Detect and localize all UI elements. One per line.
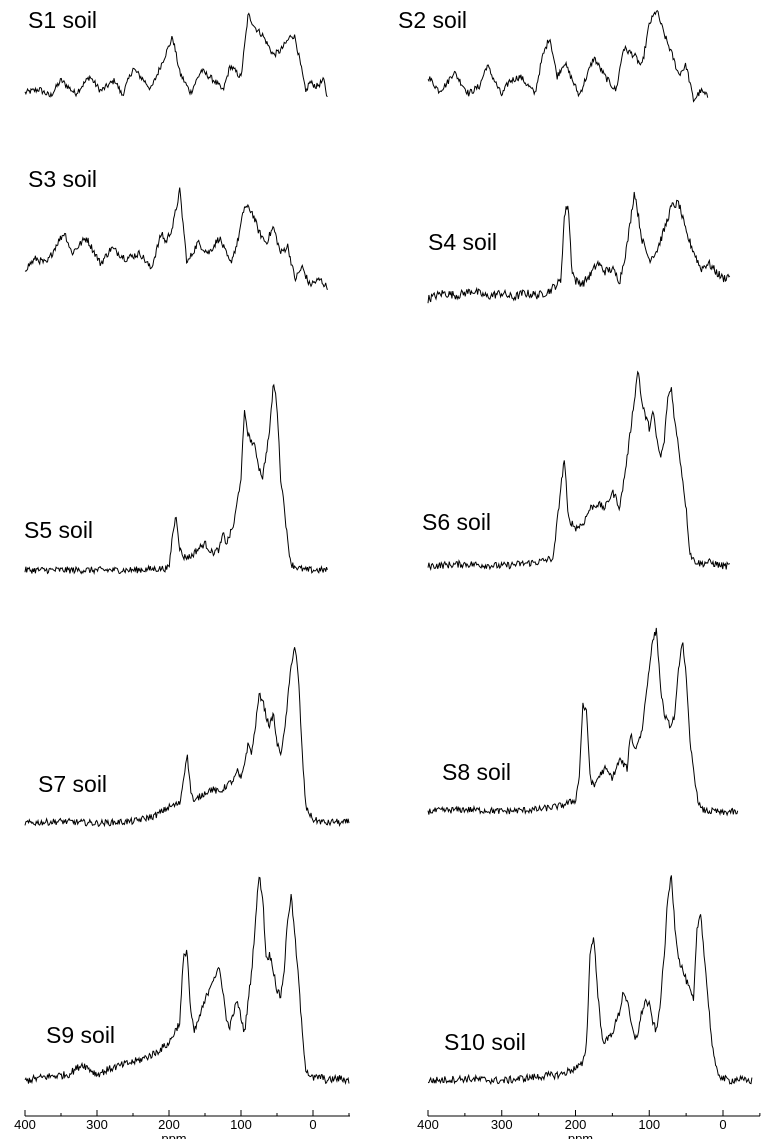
spectrum-trace xyxy=(427,370,731,572)
spectrum-7: S7 soil xyxy=(24,647,350,828)
x-axis-title: ppm xyxy=(161,1131,186,1139)
spectrum-3: S3 soil xyxy=(24,166,328,291)
spectrum-label: S6 soil xyxy=(422,509,491,535)
spectrum-5: S5 soil xyxy=(24,383,328,575)
spectrum-trace xyxy=(24,187,328,291)
spectrum-trace xyxy=(24,876,350,1085)
spectrum-label: S1 soil xyxy=(28,7,97,33)
spectra-panels: S1 soil S2 soil S3 soil S4 soil S5 soil S6 so… xyxy=(24,7,753,1086)
spectrum-9: S9 soil xyxy=(24,876,350,1085)
spectrum-trace xyxy=(427,191,731,304)
spectrum-label: S3 soil xyxy=(28,166,97,192)
spectrum-trace xyxy=(427,9,709,103)
spectrum-trace xyxy=(427,627,739,817)
x-axis-title: ppm xyxy=(568,1131,593,1139)
spectrum-label: S7 soil xyxy=(38,771,107,797)
spectrum-trace xyxy=(427,875,753,1086)
spectrum-label: S9 soil xyxy=(46,1022,115,1048)
spectrum-1: S1 soil xyxy=(24,7,328,98)
x-tick-label: 200 xyxy=(158,1117,180,1132)
spectrum-8: S8 soil xyxy=(427,627,739,817)
spectrum-label: S2 soil xyxy=(398,7,467,33)
x-tick-label: 400 xyxy=(417,1117,439,1132)
x-tick-label: 100 xyxy=(230,1117,252,1132)
spectrum-6: S6 soil xyxy=(422,370,731,572)
spectrum-trace xyxy=(24,383,328,575)
spectrum-trace xyxy=(24,12,328,98)
x-tick-label: 0 xyxy=(719,1117,726,1132)
spectrum-10: S10 soil xyxy=(427,875,753,1086)
x-tick-label: 100 xyxy=(638,1117,660,1132)
spectrum-label: S4 soil xyxy=(428,229,497,255)
x-tick-label: 300 xyxy=(491,1117,513,1132)
spectrum-label: S5 soil xyxy=(24,517,93,543)
spectrum-label: S8 soil xyxy=(442,759,511,785)
spectrum-label: S10 soil xyxy=(444,1029,526,1055)
spectrum-2: S2 soil xyxy=(398,7,709,103)
x-tick-label: 400 xyxy=(14,1117,36,1132)
x-tick-label: 0 xyxy=(309,1117,316,1132)
spectrum-4: S4 soil xyxy=(427,191,731,304)
x-axes: 400 300 200 100 0 ppm 400 300 200 100 0 ppm xyxy=(14,1110,761,1139)
x-axis-left: 400 300 200 100 0 ppm xyxy=(14,1110,350,1139)
x-axis-right: 400 300 200 100 0 ppm xyxy=(417,1110,761,1139)
x-tick-label: 200 xyxy=(565,1117,587,1132)
spectrum-trace xyxy=(24,647,350,828)
x-tick-label: 300 xyxy=(86,1117,108,1132)
